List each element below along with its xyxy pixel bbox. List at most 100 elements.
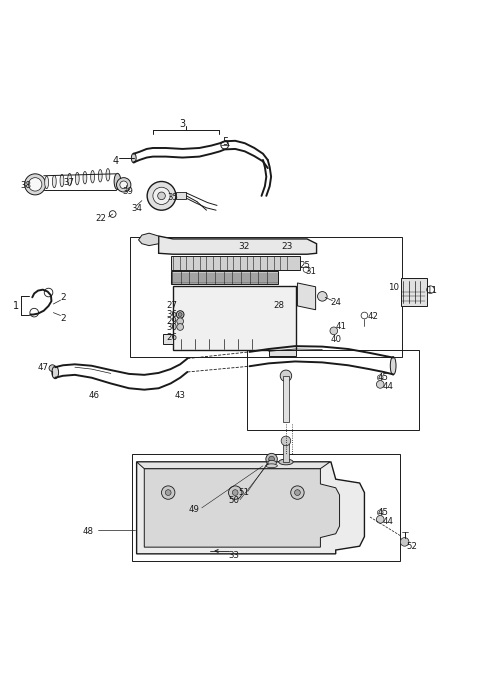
Text: 2: 2 bbox=[60, 314, 66, 323]
Text: 29: 29 bbox=[166, 317, 177, 326]
Circle shape bbox=[120, 181, 128, 188]
Circle shape bbox=[281, 436, 291, 446]
Text: 3: 3 bbox=[180, 119, 186, 129]
Circle shape bbox=[295, 490, 300, 496]
Circle shape bbox=[147, 181, 176, 210]
Circle shape bbox=[291, 486, 304, 499]
Bar bbox=[283, 443, 289, 462]
Ellipse shape bbox=[45, 176, 48, 188]
Text: 34: 34 bbox=[131, 205, 142, 214]
Text: 44: 44 bbox=[383, 517, 394, 526]
Text: 38: 38 bbox=[20, 181, 31, 190]
Text: 50: 50 bbox=[229, 496, 240, 505]
Text: 30: 30 bbox=[166, 323, 177, 332]
Circle shape bbox=[232, 490, 238, 496]
Polygon shape bbox=[269, 350, 297, 356]
Ellipse shape bbox=[98, 170, 102, 182]
Ellipse shape bbox=[267, 461, 276, 466]
Bar bbox=[401, 279, 427, 306]
Text: 24: 24 bbox=[330, 298, 341, 307]
Polygon shape bbox=[158, 236, 317, 254]
Text: 36: 36 bbox=[166, 310, 177, 319]
Polygon shape bbox=[139, 233, 158, 246]
Ellipse shape bbox=[83, 172, 87, 184]
Polygon shape bbox=[170, 256, 300, 270]
Polygon shape bbox=[163, 334, 173, 344]
Ellipse shape bbox=[75, 172, 79, 185]
Ellipse shape bbox=[52, 366, 59, 379]
Text: 47: 47 bbox=[37, 363, 48, 372]
Circle shape bbox=[28, 178, 42, 191]
Text: 48: 48 bbox=[83, 527, 94, 536]
Text: 32: 32 bbox=[238, 242, 250, 251]
Text: 37: 37 bbox=[63, 178, 74, 187]
Bar bbox=[130, 237, 402, 357]
Polygon shape bbox=[173, 285, 297, 350]
Circle shape bbox=[153, 187, 170, 205]
Polygon shape bbox=[298, 283, 316, 310]
Text: 1: 1 bbox=[13, 301, 20, 311]
Circle shape bbox=[178, 313, 182, 316]
Circle shape bbox=[318, 292, 327, 301]
Text: 4: 4 bbox=[112, 156, 119, 166]
Ellipse shape bbox=[114, 173, 121, 190]
Text: 52: 52 bbox=[407, 542, 418, 551]
Ellipse shape bbox=[279, 459, 293, 465]
Text: 5: 5 bbox=[223, 138, 229, 147]
Text: 2: 2 bbox=[60, 292, 66, 302]
Circle shape bbox=[157, 192, 165, 200]
Text: 49: 49 bbox=[189, 505, 200, 514]
Circle shape bbox=[49, 365, 56, 371]
Text: 45: 45 bbox=[377, 373, 388, 383]
Circle shape bbox=[376, 380, 384, 388]
Circle shape bbox=[117, 178, 131, 192]
Circle shape bbox=[24, 174, 46, 195]
Circle shape bbox=[177, 324, 183, 330]
Ellipse shape bbox=[91, 170, 95, 183]
Text: 40: 40 bbox=[330, 335, 341, 344]
Polygon shape bbox=[170, 272, 278, 284]
Text: 22: 22 bbox=[96, 214, 107, 223]
Text: 43: 43 bbox=[174, 391, 185, 400]
Text: 23: 23 bbox=[281, 242, 293, 251]
Circle shape bbox=[266, 453, 277, 465]
Circle shape bbox=[177, 318, 183, 325]
Circle shape bbox=[269, 456, 275, 462]
Bar bbox=[283, 376, 289, 422]
Bar bbox=[247, 350, 419, 431]
Circle shape bbox=[228, 486, 242, 499]
Ellipse shape bbox=[132, 154, 136, 163]
Text: 31: 31 bbox=[305, 267, 316, 276]
Text: 42: 42 bbox=[368, 312, 379, 321]
Ellipse shape bbox=[52, 175, 56, 188]
Ellipse shape bbox=[266, 464, 277, 468]
Text: 11: 11 bbox=[426, 286, 437, 295]
Text: 28: 28 bbox=[274, 302, 285, 311]
Circle shape bbox=[376, 516, 384, 524]
Text: 44: 44 bbox=[383, 382, 394, 391]
Text: 39: 39 bbox=[122, 186, 133, 195]
Text: 35: 35 bbox=[168, 193, 179, 202]
Circle shape bbox=[330, 327, 337, 334]
Text: 41: 41 bbox=[336, 322, 347, 331]
Text: 27: 27 bbox=[166, 302, 177, 311]
Ellipse shape bbox=[390, 357, 396, 375]
Circle shape bbox=[280, 370, 292, 382]
Text: 10: 10 bbox=[388, 283, 399, 292]
Circle shape bbox=[165, 490, 171, 496]
Circle shape bbox=[176, 311, 184, 318]
Circle shape bbox=[377, 510, 383, 516]
Polygon shape bbox=[137, 462, 330, 468]
Polygon shape bbox=[144, 468, 339, 547]
Text: 46: 46 bbox=[89, 392, 100, 401]
Text: 26: 26 bbox=[166, 332, 177, 341]
Ellipse shape bbox=[68, 173, 72, 186]
Ellipse shape bbox=[60, 174, 64, 187]
Text: 45: 45 bbox=[377, 508, 388, 517]
Circle shape bbox=[161, 486, 175, 499]
Ellipse shape bbox=[106, 168, 110, 181]
Circle shape bbox=[400, 537, 409, 547]
Text: 25: 25 bbox=[300, 261, 311, 270]
Text: 33: 33 bbox=[229, 551, 240, 560]
Bar bbox=[132, 454, 400, 560]
